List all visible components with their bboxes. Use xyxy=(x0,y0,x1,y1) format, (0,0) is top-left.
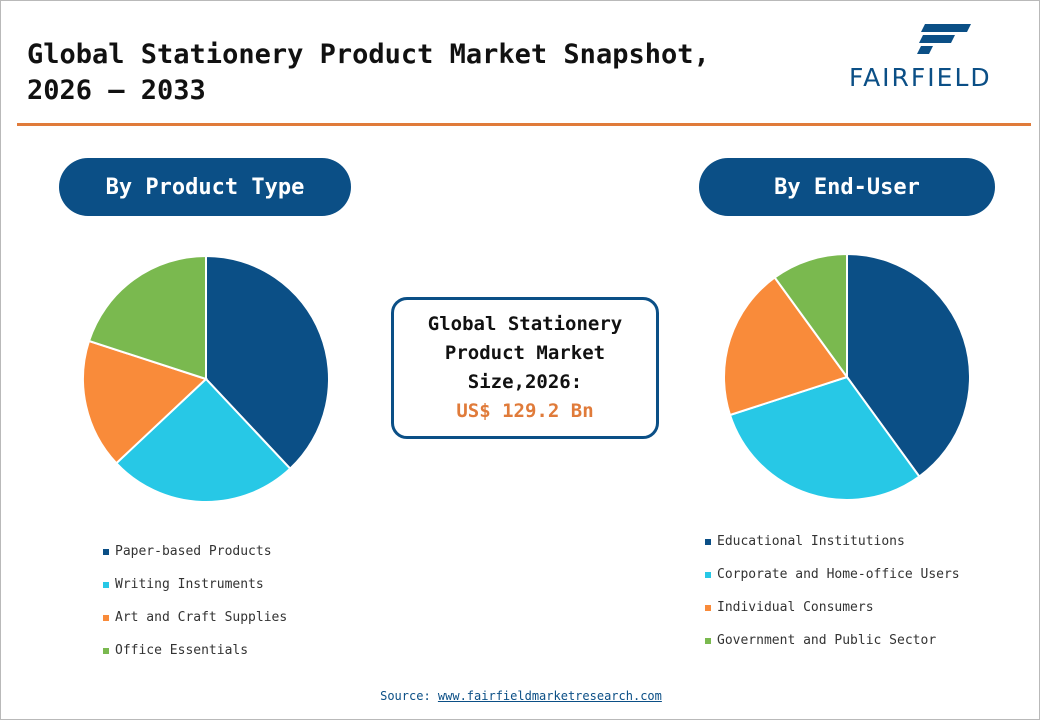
legend-swatch xyxy=(705,538,711,545)
pie-slice-educational-institutions xyxy=(846,252,971,478)
end-user-heading: By End-User xyxy=(699,158,995,216)
legend-label: Corporate and Home-office Users xyxy=(717,567,960,582)
legend-swatch xyxy=(705,637,711,644)
legend-item: Individual Consumers xyxy=(705,591,960,624)
legend-item: Paper-based Products xyxy=(103,535,287,568)
product-type-legend: Paper-based Products Writing Instruments A… xyxy=(103,535,287,667)
legend-swatch xyxy=(103,581,109,588)
legend-label: Government and Public Sector xyxy=(717,633,937,648)
legend-item: Office Essentials xyxy=(103,634,287,667)
end-user-pie-chart xyxy=(723,252,971,501)
source-footer: Source: www.fairfieldmarketresearch.com xyxy=(1,689,1040,703)
legend-swatch xyxy=(103,548,109,555)
legend-item: Writing Instruments xyxy=(103,568,287,601)
page-title: Global Stationery Product Market Snapsho… xyxy=(27,39,710,106)
pie-slice-individual-consumers xyxy=(723,276,849,417)
product-type-pie-chart xyxy=(82,254,330,503)
legend-label: Writing Instruments xyxy=(115,577,264,592)
legend-item: Government and Public Sector xyxy=(705,624,960,657)
source-link[interactable]: www.fairfieldmarketresearch.com xyxy=(437,689,662,703)
product-type-heading: By Product Type xyxy=(59,158,351,216)
pie-slice-government-and-public-sector xyxy=(773,252,848,381)
legend-label: Office Essentials xyxy=(115,643,249,658)
end-user-legend: Educational Institutions Corporate and Ho… xyxy=(705,525,960,657)
pie-slice-writing-instruments xyxy=(114,377,292,503)
title-divider xyxy=(17,123,1031,126)
pie-slice-office-essentials xyxy=(87,254,207,381)
market-size-value: US$ 129.2 Bn xyxy=(456,400,594,422)
market-size-box: Global Stationery Product Market Size,20… xyxy=(391,297,659,439)
legend-swatch xyxy=(705,604,711,611)
legend-label: Art and Craft Supplies xyxy=(115,610,288,625)
legend-label: Paper-based Products xyxy=(115,544,272,559)
fairfield-logo: FAIRFIELD xyxy=(849,21,1027,93)
legend-swatch xyxy=(705,571,711,578)
legend-swatch xyxy=(103,647,109,654)
legend-label: Individual Consumers xyxy=(717,600,874,615)
legend-item: Art and Craft Supplies xyxy=(103,601,287,634)
legend-item: Corporate and Home-office Users xyxy=(705,558,960,591)
legend-label: Educational Institutions xyxy=(717,534,905,549)
pie-slice-paper-based-products xyxy=(205,254,330,471)
logo-text: FAIRFIELD xyxy=(849,63,992,92)
legend-swatch xyxy=(103,614,109,621)
source-label: Source: xyxy=(380,689,438,703)
market-size-label: Global Stationery Product Market Size,20… xyxy=(427,313,623,393)
logo-mark-icon xyxy=(917,24,971,54)
legend-item: Educational Institutions xyxy=(705,525,960,558)
pie-slice-art-and-craft-supplies xyxy=(82,339,208,465)
pie-slice-corporate-and-home-office-users xyxy=(728,375,921,501)
